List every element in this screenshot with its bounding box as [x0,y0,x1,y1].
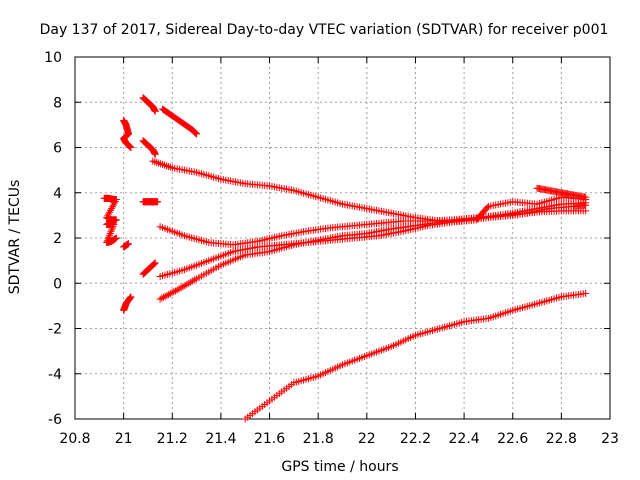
data-point-marker [166,290,174,298]
data-point-marker [109,201,117,209]
series-sat-o [139,259,159,278]
y-tick-label: 6 [53,141,62,157]
y-tick-label: -6 [48,412,62,428]
data-point-marker [582,193,590,201]
series-sat-n [120,293,135,314]
data-point-marker [108,224,116,232]
data-point-marker [156,295,164,303]
y-tick-label: 10 [44,50,62,66]
data-point-marker [150,260,158,268]
x-tick-label: 22.2 [400,431,431,447]
series-sat-l [100,194,120,247]
x-tick-label: 22.4 [449,431,480,447]
data-point-marker [110,220,118,228]
data-point-marker [163,291,171,299]
data-point-marker [107,228,115,236]
data-markers [100,94,590,423]
data-point-marker [109,222,117,230]
x-tick-label: 21.6 [254,431,285,447]
data-point-marker [151,107,159,115]
data-point-marker [108,226,116,234]
data-point-marker [151,260,159,268]
data-point-marker [107,206,115,214]
data-point-marker [154,198,162,206]
grid-lines [75,57,610,419]
chart-title: Day 137 of 2017, Sidereal Day-to-day VTE… [40,22,609,38]
y-tick-label: 2 [53,231,62,247]
data-point-marker [106,229,114,237]
series-sat-f [533,184,590,201]
data-point-marker [108,203,116,211]
x-tick-label: 21.2 [157,431,188,447]
data-point-marker [483,204,491,212]
x-tick-label: 21.8 [303,431,334,447]
data-point-marker [151,150,159,158]
data-point-marker [106,231,114,239]
x-tick-label: 21.4 [205,431,236,447]
data-point-marker [193,130,201,138]
data-point-marker [107,205,115,213]
x-tick-label: 20.8 [59,431,90,447]
data-point-marker [106,208,114,216]
x-tick-labels: 20.8 21 21.2 21.4 21.6 21.8 22 22.2 22.4 22.6 22.8… [59,431,619,447]
x-tick-label: 23 [601,431,619,447]
data-point-marker [112,196,120,204]
x-tick-label: 22.6 [497,431,528,447]
series-sat-m [120,240,132,251]
data-point-marker [125,240,132,248]
data-point-marker [171,287,179,295]
data-point-marker [127,293,135,301]
x-tick-label: 21 [115,431,133,447]
data-point-marker [127,144,135,151]
y-tick-label: 0 [53,276,62,292]
data-point-marker [160,293,168,301]
series-sat-a [241,289,590,423]
data-point-marker [112,234,120,242]
y-tick-label: -2 [48,322,62,338]
series-sat-j [120,116,135,151]
series-sat-h [159,105,201,138]
data-point-marker [111,197,119,205]
data-point-marker [582,289,590,297]
data-point-marker [168,289,176,297]
series-sat-k [139,198,162,206]
data-point-marker [165,291,173,299]
data-point-marker [110,199,118,207]
series-sat-e [156,199,590,303]
y-tick-labels: -6 -4 -2 0 2 4 6 8 10 [44,50,62,428]
data-point-marker [161,292,169,300]
x-axis-label: GPS time / hours [281,459,398,475]
series-sat-g [139,94,159,115]
data-point-marker [151,259,159,267]
y-tick-label: 8 [53,95,62,111]
x-tick-label: 22 [358,431,376,447]
y-axis-label: SDTVAR / TECUs [7,180,23,295]
data-point-marker [158,294,166,302]
data-point-marker [170,288,178,296]
x-tick-label: 22.8 [546,431,577,447]
series-sat-i [139,137,159,158]
axis-ticks [74,56,611,420]
y-tick-label: -4 [48,367,62,383]
y-tick-label: 4 [53,186,62,202]
